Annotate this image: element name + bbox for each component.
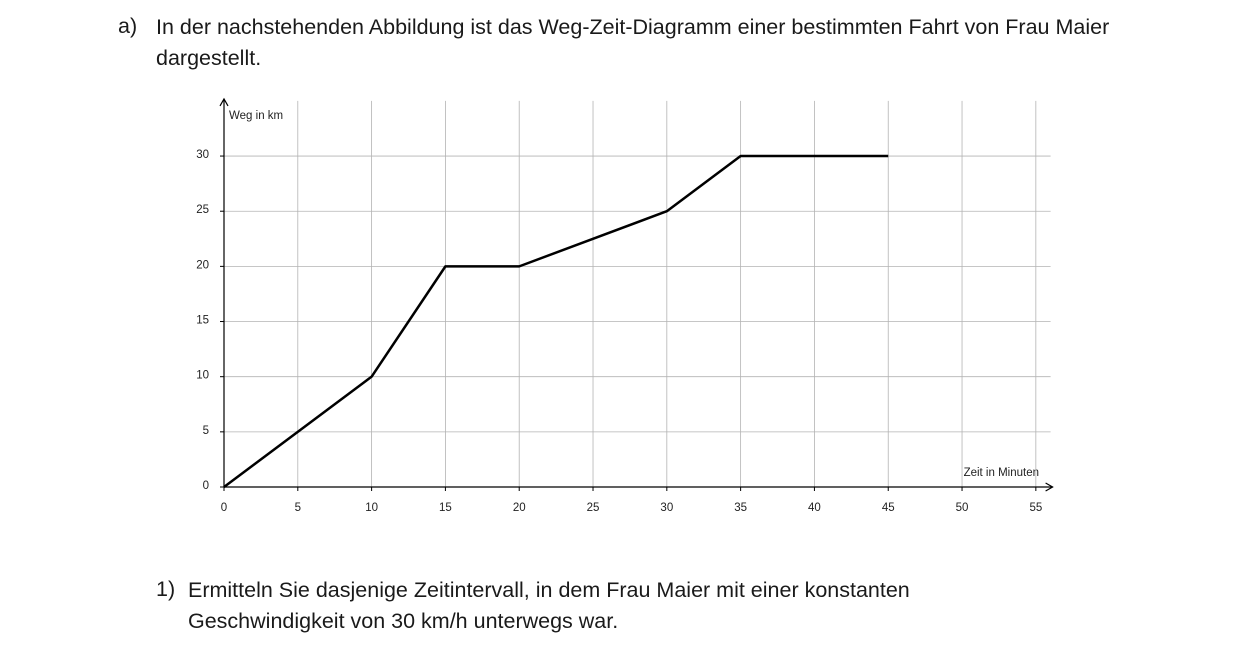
x-tick-label: 5 <box>295 502 301 514</box>
x-tick-label: 40 <box>808 502 821 514</box>
x-tick-label: 25 <box>587 502 600 514</box>
x-tick-label: 20 <box>513 502 526 514</box>
item-label: a) <box>118 14 138 38</box>
y-tick-label: 25 <box>196 204 209 216</box>
y-tick-label: 20 <box>196 259 209 271</box>
x-axis-arrow <box>1045 482 1054 492</box>
x-tick-label: 50 <box>956 502 969 514</box>
y-tick-label: 15 <box>196 315 209 327</box>
y-tick-label: 10 <box>196 370 209 382</box>
x-tick-label: 45 <box>882 502 895 514</box>
intro-text: In der nachstehenden Abbildung ist das W… <box>156 15 1110 70</box>
y-tick-label: 5 <box>203 425 209 437</box>
x-tick-label: 30 <box>660 502 673 514</box>
x-axis-label: Zeit in Minuten <box>964 467 1039 479</box>
y-axis-arrow <box>219 97 229 107</box>
x-tick-label: 55 <box>1029 502 1042 514</box>
data-line <box>223 154 889 489</box>
x-tick-label: 35 <box>734 502 747 514</box>
y-axis-label: Weg in km <box>229 110 283 122</box>
y-tick-label: 0 <box>203 480 209 492</box>
y-tick-label: 30 <box>196 149 209 161</box>
question-text: Ermitteln Sie dasjenige Zeitintervall, i… <box>188 578 910 633</box>
x-tick-label: 10 <box>365 502 378 514</box>
x-tick-label: 15 <box>439 502 452 514</box>
x-tick-label: 0 <box>221 502 227 514</box>
question-label: 1) <box>156 577 176 601</box>
